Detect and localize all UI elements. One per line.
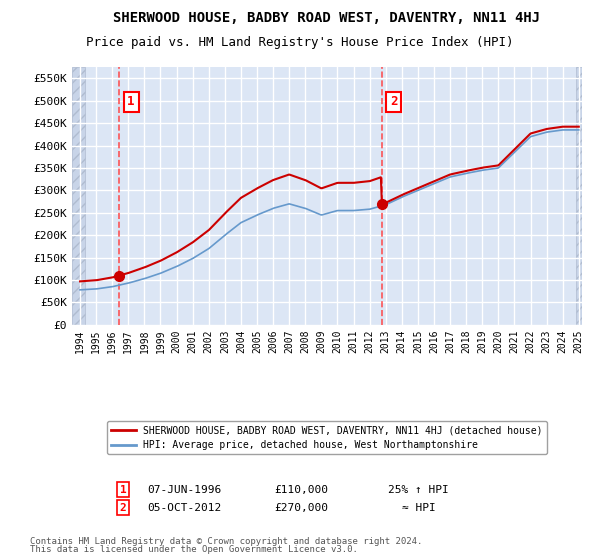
Legend: SHERWOOD HOUSE, BADBY ROAD WEST, DAVENTRY, NN11 4HJ (detached house), HPI: Avera: SHERWOOD HOUSE, BADBY ROAD WEST, DAVENTR… (107, 421, 547, 454)
Text: £110,000: £110,000 (275, 484, 329, 494)
Text: 1: 1 (119, 484, 127, 494)
Text: This data is licensed under the Open Government Licence v3.0.: This data is licensed under the Open Gov… (30, 545, 358, 554)
Title: SHERWOOD HOUSE, BADBY ROAD WEST, DAVENTRY, NN11 4HJ: SHERWOOD HOUSE, BADBY ROAD WEST, DAVENTR… (113, 11, 541, 25)
Text: 05-OCT-2012: 05-OCT-2012 (147, 503, 221, 513)
Text: 25% ↑ HPI: 25% ↑ HPI (388, 484, 449, 494)
Text: 2: 2 (390, 95, 397, 108)
Text: 07-JUN-1996: 07-JUN-1996 (147, 484, 221, 494)
Text: Contains HM Land Registry data © Crown copyright and database right 2024.: Contains HM Land Registry data © Crown c… (30, 537, 422, 546)
Text: £270,000: £270,000 (275, 503, 329, 513)
Text: 1: 1 (127, 95, 135, 108)
Text: 2: 2 (119, 503, 127, 513)
Text: ≈ HPI: ≈ HPI (402, 503, 436, 513)
Text: Price paid vs. HM Land Registry's House Price Index (HPI): Price paid vs. HM Land Registry's House … (86, 36, 514, 49)
